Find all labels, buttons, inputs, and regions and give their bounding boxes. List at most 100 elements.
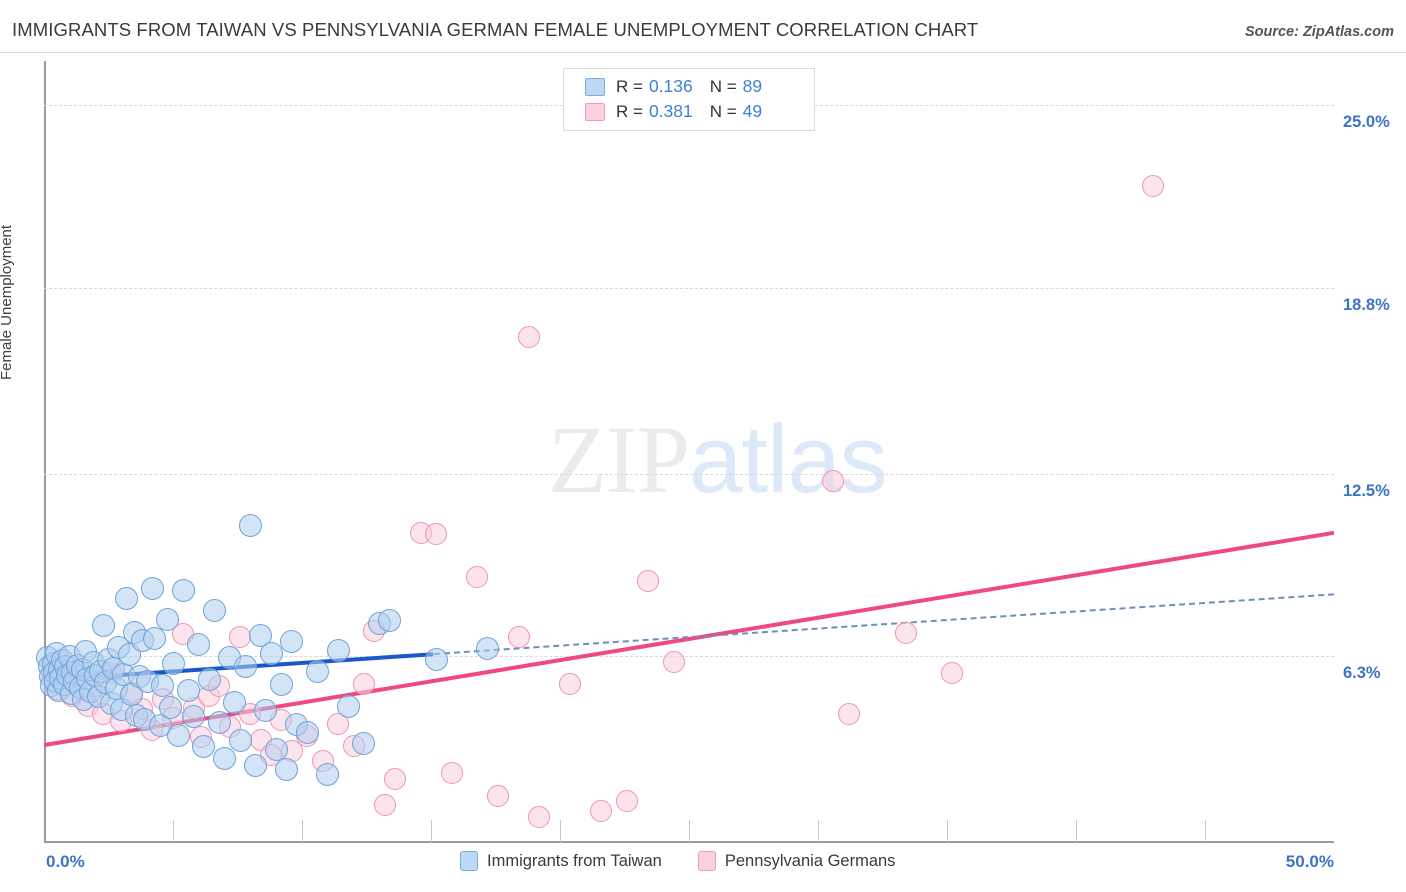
y-axis-tick-label: 6.3% (1343, 664, 1381, 683)
data-point-pagermans[interactable] (941, 661, 964, 684)
data-point-taiwan[interactable] (91, 613, 115, 637)
data-point-taiwan[interactable] (280, 630, 304, 654)
data-point-taiwan[interactable] (316, 762, 340, 786)
x-axis-tick (1076, 820, 1077, 842)
data-point-taiwan[interactable] (244, 753, 268, 777)
x-axis-tick (818, 820, 819, 842)
data-point-taiwan[interactable] (326, 638, 350, 662)
data-point-taiwan[interactable] (254, 699, 278, 723)
x-axis-tick (947, 820, 948, 842)
plot-area: ZIPatlas (36, 61, 1335, 842)
data-point-pagermans[interactable] (229, 626, 252, 649)
stats-swatch-pagermans (585, 102, 605, 121)
legend-label-pagermans: Pennsylvania Germans (724, 851, 896, 870)
data-point-taiwan[interactable] (228, 728, 252, 752)
data-point-taiwan[interactable] (223, 690, 247, 714)
data-point-taiwan[interactable] (176, 678, 200, 702)
y-axis-title: Female Unemployment (0, 224, 15, 380)
data-point-taiwan[interactable] (151, 674, 175, 698)
watermark-atlas: atlas (689, 406, 888, 513)
data-point-taiwan[interactable] (202, 599, 226, 623)
stats-row-pagermans: R = 0.381 N = 49 (585, 99, 762, 124)
header-divider (0, 52, 1406, 53)
data-point-taiwan[interactable] (233, 655, 257, 679)
data-point-pagermans[interactable] (373, 794, 396, 817)
series-legend: Immigrants from Taiwan Pennsylvania Germ… (460, 851, 921, 871)
x-axis-min-label: 0.0% (46, 852, 85, 871)
data-point-taiwan[interactable] (352, 731, 376, 755)
x-axis-tick (431, 820, 432, 842)
data-point-pagermans[interactable] (466, 565, 489, 588)
data-point-taiwan[interactable] (166, 724, 190, 748)
data-point-taiwan[interactable] (187, 633, 211, 657)
data-point-taiwan[interactable] (295, 721, 319, 745)
stats-n-label-pagermans: N = (709, 101, 737, 121)
data-point-taiwan[interactable] (378, 609, 402, 633)
stats-n-value-taiwan: 89 (742, 76, 763, 96)
x-axis-tick (173, 820, 174, 842)
data-point-pagermans[interactable] (383, 767, 406, 790)
stats-swatch-taiwan (585, 77, 605, 96)
data-point-pagermans[interactable] (1142, 175, 1165, 198)
data-point-taiwan[interactable] (115, 587, 139, 611)
data-point-taiwan[interactable] (238, 513, 262, 537)
stats-n-label-taiwan: N = (709, 76, 737, 96)
x-axis-tick (560, 820, 561, 842)
data-point-taiwan[interactable] (140, 577, 164, 601)
data-point-taiwan[interactable] (476, 637, 500, 661)
data-point-pagermans[interactable] (507, 626, 530, 649)
data-point-pagermans[interactable] (327, 713, 350, 736)
source-note: Source: ZipAtlas.com (1244, 24, 1394, 40)
y-axis-tick-label: 18.8% (1343, 295, 1390, 314)
trendline-taiwan-dashed (433, 592, 1335, 655)
data-point-taiwan[interactable] (269, 672, 293, 696)
data-point-taiwan[interactable] (336, 694, 360, 718)
data-point-taiwan[interactable] (259, 641, 283, 665)
data-point-pagermans[interactable] (559, 673, 582, 696)
data-point-pagermans[interactable] (590, 800, 613, 823)
data-point-taiwan[interactable] (192, 734, 216, 758)
data-point-pagermans[interactable] (352, 673, 375, 696)
data-point-taiwan[interactable] (213, 746, 237, 770)
data-point-taiwan[interactable] (197, 668, 221, 692)
y-axis-line (44, 61, 46, 842)
data-point-taiwan[interactable] (424, 647, 448, 671)
data-point-taiwan[interactable] (264, 737, 288, 761)
x-axis-tick (689, 820, 690, 842)
data-point-taiwan[interactable] (305, 659, 329, 683)
data-point-taiwan[interactable] (207, 711, 231, 735)
data-point-pagermans[interactable] (822, 469, 845, 492)
data-point-pagermans[interactable] (425, 523, 448, 546)
watermark-zip: ZIP (548, 406, 690, 513)
data-point-pagermans[interactable] (487, 785, 510, 808)
data-point-taiwan[interactable] (275, 758, 299, 782)
data-point-pagermans[interactable] (894, 621, 917, 644)
data-point-taiwan[interactable] (161, 652, 185, 676)
legend-item-pagermans[interactable]: Pennsylvania Germans (697, 851, 896, 871)
x-axis-tick (1205, 820, 1206, 842)
data-point-pagermans[interactable] (662, 651, 685, 674)
data-point-pagermans[interactable] (616, 789, 639, 812)
stats-r-label-taiwan: R = (616, 76, 643, 96)
data-point-taiwan[interactable] (182, 705, 206, 729)
data-point-pagermans[interactable] (837, 702, 860, 725)
data-point-pagermans[interactable] (518, 325, 541, 348)
gridline-y (44, 287, 1334, 289)
legend-item-taiwan[interactable]: Immigrants from Taiwan (460, 851, 662, 871)
data-point-taiwan[interactable] (171, 578, 195, 602)
gridline-y (44, 473, 1334, 475)
data-point-pagermans[interactable] (636, 570, 659, 593)
y-axis-tick-label: 25.0% (1343, 113, 1390, 132)
stats-r-value-taiwan: 0.136 (648, 76, 693, 96)
data-point-taiwan[interactable] (156, 607, 180, 631)
data-point-taiwan[interactable] (143, 627, 167, 651)
data-point-pagermans[interactable] (528, 805, 551, 828)
data-point-taiwan[interactable] (158, 696, 182, 720)
data-point-pagermans[interactable] (440, 761, 463, 784)
gridline-y (44, 656, 1334, 658)
stats-row-taiwan: R = 0.136 N = 89 (585, 74, 762, 99)
stats-r-value-pagermans: 0.381 (648, 101, 693, 121)
x-axis-max-label: 50.0% (1285, 852, 1334, 871)
zipatlas-watermark: ZIPatlas (548, 404, 888, 515)
